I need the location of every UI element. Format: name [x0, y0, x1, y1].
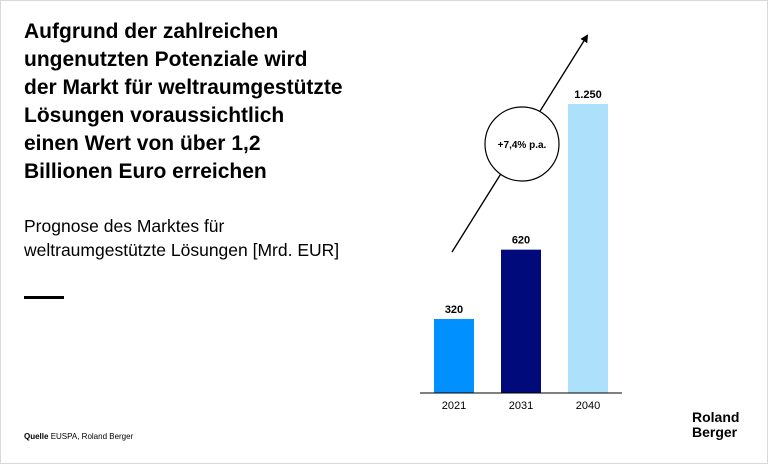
bar-2021: [434, 319, 474, 393]
x-tick-label-2040: 2040: [576, 400, 600, 412]
bar-2031: [501, 249, 541, 393]
source-text: EUSPA, Roland Berger: [50, 432, 134, 441]
roland-berger-logo: Roland Berger: [692, 410, 739, 440]
chart-subtitle: Prognose des Marktes für weltraumgestütz…: [24, 216, 340, 260]
logo-line-2: Berger: [692, 424, 738, 440]
bar-value-label-2031: 620: [512, 235, 530, 247]
bar-2040: [568, 104, 608, 393]
source-note: Quelle EUSPA, Roland Berger: [24, 432, 133, 441]
accent-rule: [24, 296, 64, 299]
growth-circle: [484, 106, 560, 182]
headline: Aufgrund der zahlreichen ungenutzten Pot…: [24, 20, 343, 183]
x-tick-label-2031: 2031: [509, 400, 533, 412]
source-label: Quelle: [24, 432, 49, 441]
growth-rate-label: +7,4% p.a.: [498, 140, 547, 151]
bar-value-label-2021: 320: [445, 304, 463, 316]
logo-line-1: Roland: [692, 409, 740, 425]
x-tick-label-2021: 2021: [442, 400, 466, 412]
bar-value-label-2040: 1.250: [574, 89, 602, 101]
